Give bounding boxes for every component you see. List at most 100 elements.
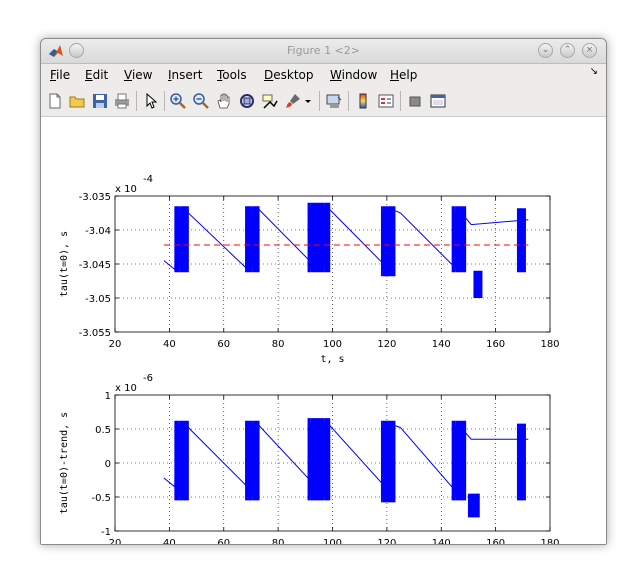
menu-mnemonic: I <box>168 68 172 82</box>
x-tick-label: 120 <box>377 538 396 544</box>
burst-segment <box>451 206 467 273</box>
menu-label-rest: ools <box>222 68 247 82</box>
menu-label-rest: esktop <box>273 68 314 82</box>
menu-mnemonic: E <box>85 68 93 82</box>
burst-segment <box>516 208 526 273</box>
maximize-button[interactable]: ⌃ <box>560 43 575 58</box>
print-icon[interactable] <box>113 92 131 110</box>
menu-label-rest: indow <box>341 68 378 82</box>
menu-file[interactable]: File <box>50 68 70 82</box>
chevron-down-icon[interactable] <box>303 92 313 110</box>
window-menu-button[interactable] <box>69 43 84 58</box>
x-axis-label: t, s <box>320 354 344 365</box>
figure-canvas[interactable]: 20 40 60 80 100 120 140 160 180 -3.035 -3.04 -3.045… <box>41 117 606 544</box>
x-tick-label: 180 <box>540 538 559 544</box>
hide-tools-icon[interactable] <box>406 92 424 110</box>
matlab-logo-icon <box>49 45 63 57</box>
menu-mnemonic: D <box>264 68 274 82</box>
link-icon[interactable] <box>325 92 343 110</box>
exponent-label: x 10 <box>115 383 137 394</box>
x-tick-label: 120 <box>377 339 396 350</box>
y-tick-label: -3.05 <box>85 294 111 305</box>
x-tick-label: 60 <box>217 339 230 350</box>
x-tick-label: 60 <box>217 538 230 544</box>
toolbar-separator <box>164 91 165 111</box>
axes-container: 20 40 60 80 100 120 140 160 180-3.035-3.04-3.045… <box>59 174 560 544</box>
x-tick-label: 100 <box>323 339 342 350</box>
data-series-line <box>163 420 529 492</box>
brush-icon[interactable] <box>284 92 302 110</box>
burst-segment <box>174 420 189 501</box>
y-tick-label: -3.035 <box>79 192 111 203</box>
y-axis-label: tau(t=0), s <box>59 231 70 297</box>
burst-segment <box>451 420 467 501</box>
rotate-icon[interactable] <box>238 92 256 110</box>
open-icon[interactable] <box>68 92 86 110</box>
menu-label-rest: elp <box>399 68 418 82</box>
y-tick-label: -3.055 <box>79 328 111 339</box>
legend-icon[interactable] <box>377 92 395 110</box>
menu-mnemonic: W <box>330 68 342 82</box>
menu-edit[interactable]: Edit <box>85 68 108 82</box>
data-series-line <box>163 205 529 271</box>
x-tick-label: 140 <box>432 538 451 544</box>
data-cursor-icon[interactable] <box>261 92 279 110</box>
colorbar-icon[interactable] <box>354 92 372 110</box>
axes-frame <box>114 195 551 333</box>
new-figure-icon[interactable] <box>46 92 64 110</box>
x-tick-label: 20 <box>109 339 122 350</box>
menu-bar: File Edit View Insert Tools Desktop Window Help <box>41 64 606 86</box>
menu-label-rest: iew <box>131 68 153 82</box>
menu-mnemonic: F <box>50 68 57 82</box>
burst-segment <box>473 270 483 299</box>
window-title: Figure 1 <2> <box>286 44 360 57</box>
menu-label-rest: dit <box>92 68 109 82</box>
menu-help[interactable]: Help <box>390 68 417 82</box>
menu-window[interactable]: Window <box>330 68 377 82</box>
y-tick-label: -3.045 <box>79 260 111 271</box>
pan-icon[interactable] <box>215 92 233 110</box>
exponent-value: -6 <box>143 373 153 384</box>
burst-segment <box>307 418 331 501</box>
show-tools-icon[interactable] <box>429 92 447 110</box>
burst-segment <box>307 202 331 273</box>
menu-view[interactable]: View <box>124 68 152 82</box>
figure-window: Figure 1 <2> ⌄ ⌃ × File Edit View Insert Too… <box>40 38 607 545</box>
toolbar-separator <box>136 91 137 111</box>
burst-segment <box>174 206 189 273</box>
exponent-value: -4 <box>143 174 153 185</box>
x-tick-label: 100 <box>323 538 342 544</box>
x-tick-label: 160 <box>486 339 505 350</box>
pointer-icon[interactable] <box>141 92 159 110</box>
y-tick-label: -1 <box>101 527 111 538</box>
axes-frame <box>114 394 551 532</box>
menubar-dock-arrow-icon[interactable]: ↘ <box>589 66 598 77</box>
y-axis-label: tau(t=0)-trend, s <box>59 412 70 514</box>
menu-desktop[interactable]: Desktop <box>264 68 314 82</box>
minimize-button[interactable]: ⌄ <box>538 43 553 58</box>
x-tick-label: 160 <box>486 538 505 544</box>
y-tick-label: -0.5 <box>91 493 111 504</box>
burst-segment <box>245 420 260 501</box>
burst-segment <box>245 206 260 273</box>
save-icon[interactable] <box>91 92 109 110</box>
x-tick-label: 20 <box>109 538 122 544</box>
y-tick-label: 1 <box>105 391 111 402</box>
close-button[interactable]: × <box>582 43 597 58</box>
zoom-in-icon[interactable] <box>169 92 187 110</box>
menu-label-rest: nsert <box>171 68 203 82</box>
toolbar-separator <box>319 91 320 111</box>
menu-insert[interactable]: Insert <box>168 68 202 82</box>
menu-label-rest: ile <box>56 68 71 82</box>
toolbar: ↘ <box>41 66 606 117</box>
y-tick-label: 0.5 <box>95 425 111 436</box>
toolbar-separator <box>348 91 349 111</box>
menu-mnemonic: H <box>390 68 400 82</box>
title-bar[interactable]: Figure 1 <2> ⌄ ⌃ × <box>41 39 606 64</box>
menu-tools[interactable]: Tools <box>217 68 247 82</box>
x-tick-label: 80 <box>272 339 285 350</box>
y-tick-label: -3.04 <box>85 226 111 237</box>
zoom-out-icon[interactable] <box>192 92 210 110</box>
menu-mnemonic: V <box>124 68 132 82</box>
burst-segment <box>467 493 480 518</box>
